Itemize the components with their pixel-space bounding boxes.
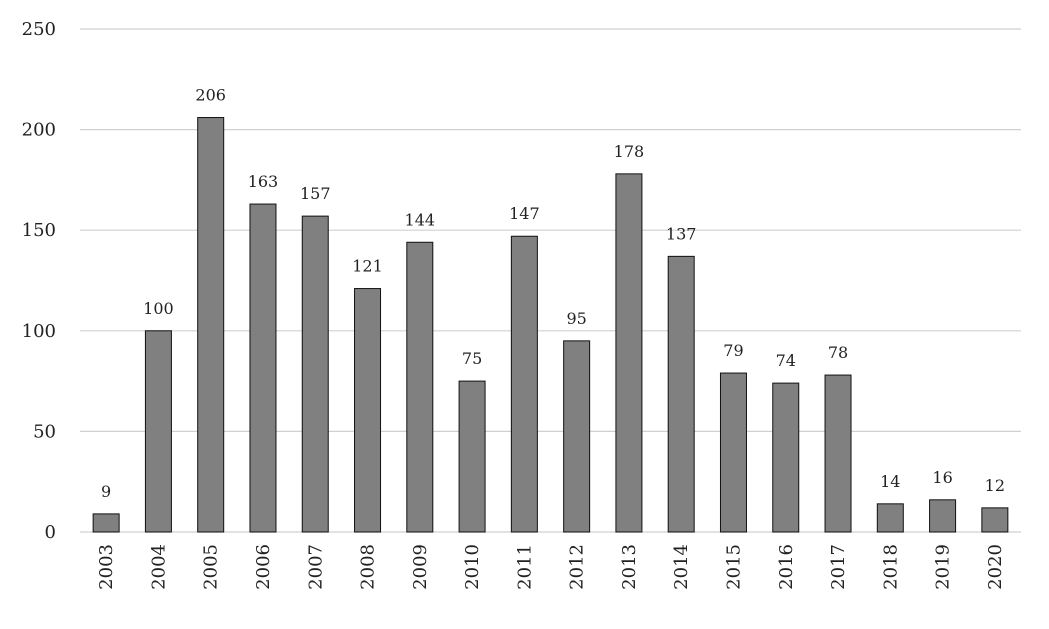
bar-2013 (615, 173, 643, 533)
bar-2014 (667, 255, 695, 533)
x-tick-label: 2004 (148, 544, 169, 590)
bar-2004 (144, 330, 172, 533)
data-label-2017: 78 (828, 343, 848, 362)
bar-2020 (981, 507, 1009, 533)
x-tick-label: 2020 (985, 544, 1006, 590)
x-tick-label: 2011 (514, 544, 535, 590)
bar-2009 (406, 241, 434, 533)
data-label-2006: 163 (248, 172, 279, 191)
bar-2016 (772, 382, 800, 533)
x-tick-label: 2010 (462, 544, 483, 590)
x-tick-label: 2008 (358, 544, 379, 590)
data-label-2018: 14 (880, 472, 900, 491)
data-label-2009: 144 (405, 210, 436, 229)
x-axis-tick-labels: 2003 2004 2005 2006 2007 2008 2009 2010 2011 2012… (96, 544, 1006, 590)
y-tick-label: 100 (22, 321, 56, 342)
x-tick-label: 2019 (933, 544, 954, 590)
data-label-2012: 95 (566, 309, 586, 328)
bar-2010 (458, 380, 486, 533)
y-tick-label: 0 (45, 522, 56, 543)
x-tick-label: 2018 (880, 544, 901, 590)
data-label-2010: 75 (462, 349, 482, 368)
y-axis-tick-labels: 0 50 100 150 200 250 (22, 19, 56, 543)
bar-2007 (301, 215, 329, 533)
data-label-2015: 79 (723, 341, 743, 360)
x-tick-label: 2007 (305, 544, 326, 590)
data-label-2020: 12 (985, 476, 1005, 495)
data-label-2005: 206 (195, 86, 226, 105)
data-label-2014: 137 (666, 224, 697, 243)
x-tick-label: 2012 (567, 544, 588, 590)
x-tick-label: 2005 (201, 544, 222, 590)
data-label-2008: 121 (352, 257, 383, 276)
y-tick-label: 250 (22, 19, 56, 40)
data-label-2019: 16 (932, 468, 952, 487)
data-label-2011: 147 (509, 204, 540, 223)
data-labels: 9 100 206 163 157 121 144 75 147 95 178 137 79 74 78 14… (101, 86, 1005, 501)
y-tick-label: 150 (22, 220, 56, 241)
bars (92, 117, 1009, 533)
bar-2008 (354, 288, 382, 533)
x-tick-label: 2015 (723, 544, 744, 590)
x-tick-label: 2009 (410, 544, 431, 590)
y-tick-label: 50 (33, 421, 56, 442)
y-gridlines (80, 28, 1021, 533)
bar-2012 (563, 340, 591, 533)
bar-2003 (92, 513, 120, 533)
bar-2011 (510, 235, 538, 533)
data-label-2003: 9 (101, 482, 111, 501)
x-tick-label: 2017 (828, 544, 849, 590)
x-tick-label: 2003 (96, 544, 117, 590)
x-tick-label: 2006 (253, 544, 274, 590)
bar-2005 (197, 117, 225, 533)
data-label-2016: 74 (776, 351, 796, 370)
x-tick-label: 2016 (776, 544, 797, 590)
data-label-2007: 157 (300, 184, 331, 203)
bar-2019 (929, 499, 957, 533)
bar-2006 (249, 203, 277, 533)
bar-2018 (876, 503, 904, 533)
data-label-2013: 178 (614, 142, 645, 161)
y-tick-label: 200 (22, 120, 56, 141)
bar-2015 (719, 372, 747, 533)
x-tick-label: 2013 (619, 544, 640, 590)
bar-2017 (824, 374, 852, 533)
data-label-2004: 100 (143, 299, 174, 318)
x-tick-label: 2014 (671, 544, 692, 590)
